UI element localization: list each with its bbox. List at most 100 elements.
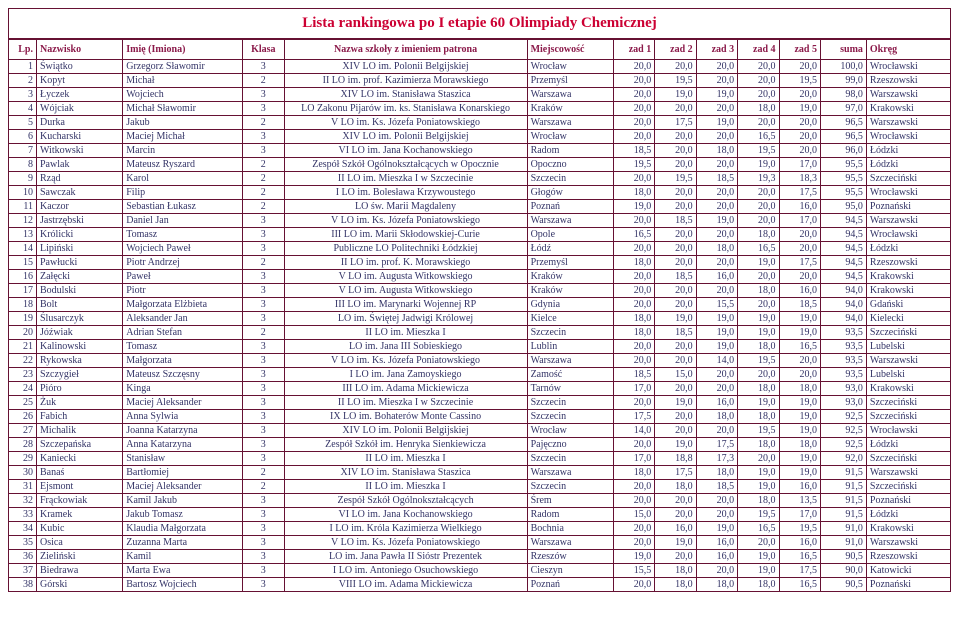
cell-okreg: Wrocławski [866, 60, 950, 74]
cell-szkola: Zespół Szkół im. Henryka Sienkiewicza [284, 438, 527, 452]
cell-miejsc: Opole [527, 228, 613, 242]
cell-z5: 16,5 [779, 550, 820, 564]
cell-z4: 19,5 [738, 508, 779, 522]
cell-klasa: 3 [243, 130, 284, 144]
cell-suma: 94,0 [820, 284, 866, 298]
cell-suma: 90,5 [820, 578, 866, 592]
cell-nazwisko: Jastrzębski [37, 214, 123, 228]
cell-nazwisko: Bodulski [37, 284, 123, 298]
cell-nazwisko: Bolt [37, 298, 123, 312]
cell-nazwisko: Górski [37, 578, 123, 592]
cell-z1: 20,0 [613, 536, 654, 550]
cell-nazwisko: Jóźwiak [37, 326, 123, 340]
cell-okreg: Warszawski [866, 116, 950, 130]
cell-z1: 20,0 [613, 242, 654, 256]
cell-z2: 20,0 [655, 228, 696, 242]
cell-klasa: 3 [243, 536, 284, 550]
cell-miejsc: Poznań [527, 200, 613, 214]
cell-klasa: 2 [243, 326, 284, 340]
cell-z3: 15,5 [696, 298, 737, 312]
cell-z4: 19,5 [738, 424, 779, 438]
cell-z1: 20,0 [613, 298, 654, 312]
cell-nazwisko: Szczygieł [37, 368, 123, 382]
table-row: 14LipińskiWojciech Paweł3Publiczne LO Po… [9, 242, 951, 256]
cell-miejsc: Pajęczno [527, 438, 613, 452]
cell-szkola: XIV LO im. Stanisława Staszica [284, 88, 527, 102]
cell-z5: 20,0 [779, 88, 820, 102]
cell-miejsc: Wrocław [527, 424, 613, 438]
cell-suma: 93,5 [820, 326, 866, 340]
cell-szkola: I LO im. Króla Kazimierza Wielkiego [284, 522, 527, 536]
table-row: 26FabichAnna Sylwia3IX LO im. Bohaterów … [9, 410, 951, 424]
cell-klasa: 3 [243, 522, 284, 536]
cell-okreg: Rzeszowski [866, 74, 950, 88]
cell-suma: 92,5 [820, 424, 866, 438]
cell-suma: 93,5 [820, 354, 866, 368]
cell-z4: 19,0 [738, 480, 779, 494]
cell-imie: Bartosz Wojciech [123, 578, 243, 592]
cell-imie: Aleksander Jan [123, 312, 243, 326]
cell-z3: 20,0 [696, 368, 737, 382]
cell-z1: 18,5 [613, 144, 654, 158]
cell-z4: 20,0 [738, 74, 779, 88]
cell-z4: 20,0 [738, 214, 779, 228]
cell-szkola: Publiczne LO Politechniki Łódzkiej [284, 242, 527, 256]
cell-nazwisko: Frąckowiak [37, 494, 123, 508]
cell-z1: 20,0 [613, 130, 654, 144]
table-row: 18BoltMałgorzata Elżbieta3III LO im. Mar… [9, 298, 951, 312]
cell-z1: 19,0 [613, 200, 654, 214]
cell-imie: Karol [123, 172, 243, 186]
cell-klasa: 3 [243, 88, 284, 102]
cell-szkola: IX LO im. Bohaterów Monte Cassino [284, 410, 527, 424]
cell-z3: 20,0 [696, 494, 737, 508]
cell-z4: 20,0 [738, 368, 779, 382]
cell-lp: 29 [9, 452, 37, 466]
cell-szkola: I LO im. Bolesława Krzywoustego [284, 186, 527, 200]
cell-z2: 20,0 [655, 256, 696, 270]
cell-nazwisko: Rykowska [37, 354, 123, 368]
cell-z2: 20,0 [655, 424, 696, 438]
cell-miejsc: Zamość [527, 368, 613, 382]
cell-okreg: Poznański [866, 494, 950, 508]
cell-z4: 18,0 [738, 102, 779, 116]
table-row: 12JastrzębskiDaniel Jan3V LO im. Ks. Józ… [9, 214, 951, 228]
cell-z5: 13,5 [779, 494, 820, 508]
cell-suma: 100,0 [820, 60, 866, 74]
cell-imie: Mateusz Szczęsny [123, 368, 243, 382]
cell-lp: 34 [9, 522, 37, 536]
cell-okreg: Warszawski [866, 354, 950, 368]
cell-klasa: 3 [243, 550, 284, 564]
cell-nazwisko: Szczepańska [37, 438, 123, 452]
cell-imie: Bartłomiej [123, 466, 243, 480]
table-row: 23SzczygiełMateusz Szczęsny3I LO im. Jan… [9, 368, 951, 382]
cell-miejsc: Radom [527, 508, 613, 522]
cell-klasa: 2 [243, 200, 284, 214]
cell-okreg: Lubelski [866, 368, 950, 382]
cell-suma: 93,0 [820, 396, 866, 410]
cell-szkola: Zespół Szkół Ogólnokształcących w Opoczn… [284, 158, 527, 172]
page-title: Lista rankingowa po I etapie 60 Olimpiad… [8, 8, 951, 39]
cell-z4: 18,0 [738, 284, 779, 298]
cell-nazwisko: Ślusarczyk [37, 312, 123, 326]
cell-miejsc: Przemyśl [527, 74, 613, 88]
cell-miejsc: Szczecin [527, 396, 613, 410]
cell-klasa: 3 [243, 102, 284, 116]
cell-nazwisko: Kucharski [37, 130, 123, 144]
cell-z3: 16,0 [696, 536, 737, 550]
cell-miejsc: Lublin [527, 340, 613, 354]
cell-okreg: Łódzki [866, 242, 950, 256]
cell-okreg: Warszawski [866, 88, 950, 102]
cell-z5: 16,5 [779, 340, 820, 354]
cell-lp: 21 [9, 340, 37, 354]
cell-okreg: Wrocławski [866, 228, 950, 242]
cell-okreg: Warszawski [866, 536, 950, 550]
cell-suma: 92,5 [820, 438, 866, 452]
cell-z5: 19,0 [779, 424, 820, 438]
cell-miejsc: Warszawa [527, 354, 613, 368]
cell-szkola: I LO im. Antoniego Osuchowskiego [284, 564, 527, 578]
cell-lp: 2 [9, 74, 37, 88]
cell-z2: 20,0 [655, 144, 696, 158]
cell-klasa: 3 [243, 438, 284, 452]
cell-z2: 17,5 [655, 466, 696, 480]
col-header-imie: Imię (Imiona) [123, 40, 243, 60]
